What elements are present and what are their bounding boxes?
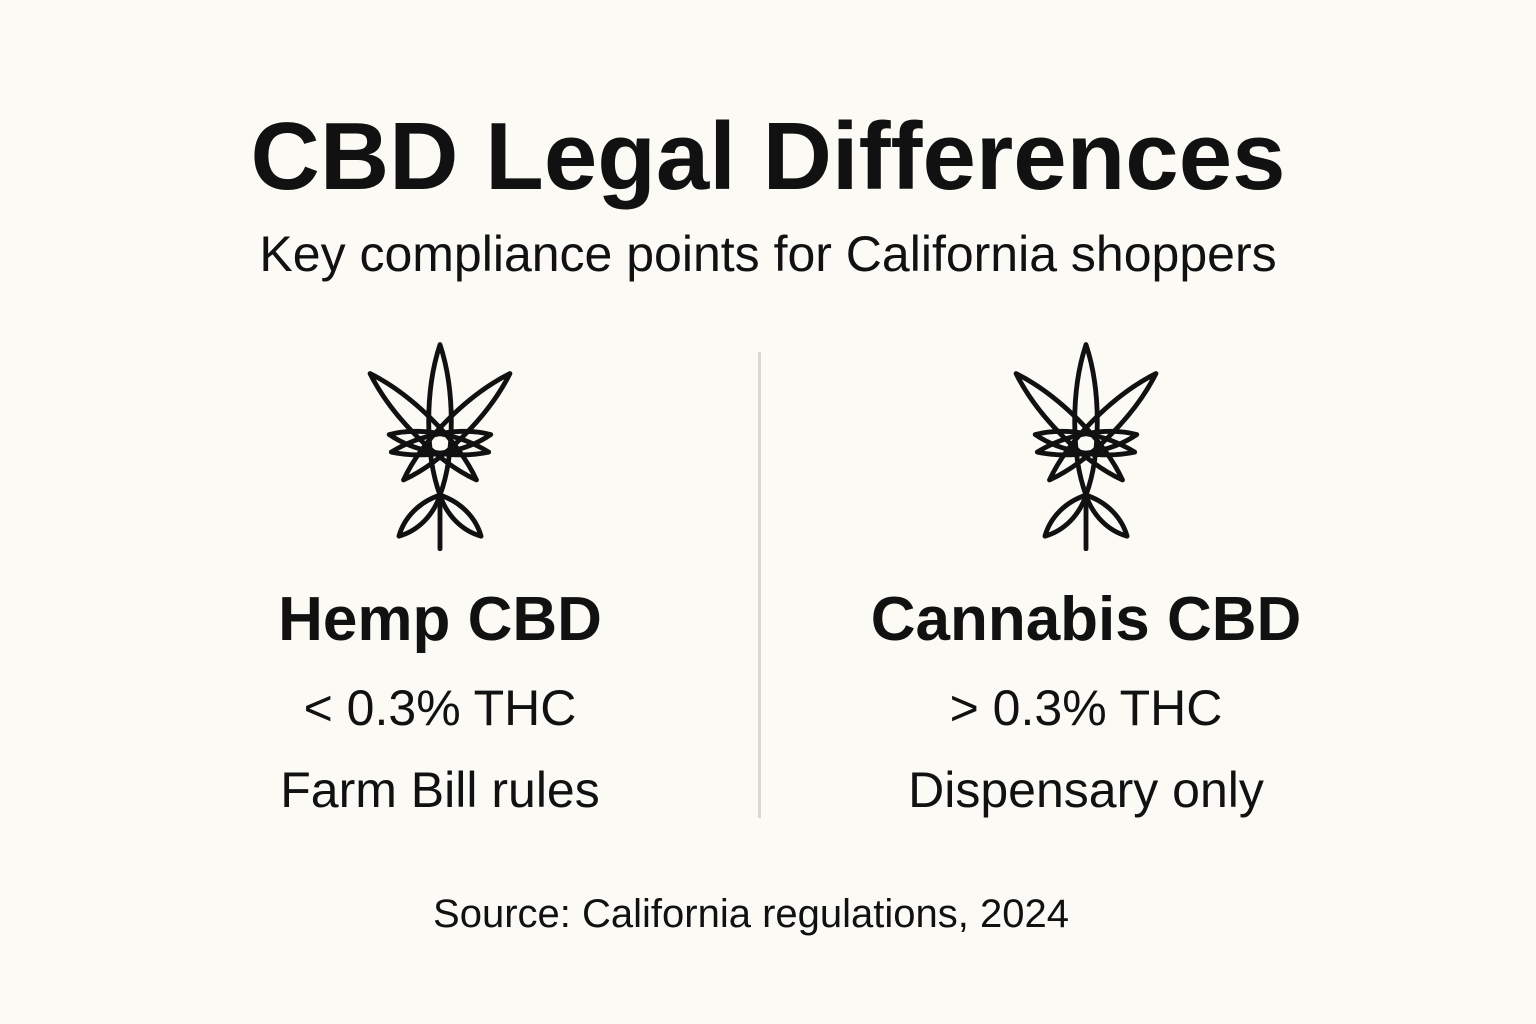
page-title: CBD Legal Differences bbox=[250, 103, 1286, 210]
cannabis-cbd-heading: Cannabis CBD bbox=[870, 585, 1302, 654]
source-note: Source: California regulations, 2024 bbox=[433, 892, 1069, 936]
hemp-cbd-heading: Hemp CBD bbox=[278, 585, 602, 654]
cannabis-thc-limit: > 0.3% THC bbox=[949, 680, 1223, 736]
cannabis-cbd-column: Cannabis CBD > 0.3% THC Dispensary only bbox=[776, 336, 1396, 821]
hemp-thc-limit: < 0.3% THC bbox=[303, 680, 577, 736]
cannabis-leaf-icon bbox=[367, 342, 513, 551]
cannabis-leaf-icon bbox=[1013, 342, 1159, 551]
cannabis-rule: Dispensary only bbox=[908, 762, 1264, 818]
hemp-rule: Farm Bill rules bbox=[280, 762, 600, 818]
hemp-cbd-column: Hemp CBD < 0.3% THC Farm Bill rules bbox=[130, 336, 750, 821]
column-divider bbox=[758, 352, 761, 818]
page-subtitle: Key compliance points for California sho… bbox=[259, 226, 1277, 282]
